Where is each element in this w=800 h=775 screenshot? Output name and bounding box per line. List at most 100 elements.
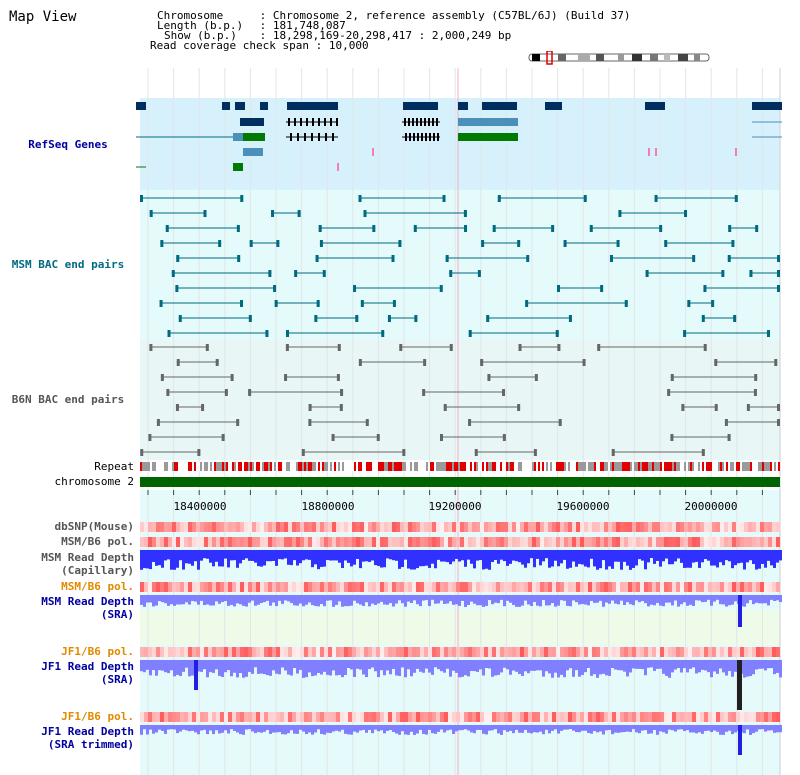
repeat-segment [678, 462, 680, 471]
track-label-jf1-b6-pol-2[interactable]: JF1/B6 pol. [61, 710, 134, 723]
depth-bar-jf1-trimmed [731, 725, 734, 735]
depth-bar-capillary [371, 550, 374, 561]
pol-heat-cell [612, 537, 616, 547]
depth-bar-jf1-sra [185, 660, 188, 668]
repeat-segment [600, 462, 602, 471]
pol-heat-cell [244, 537, 248, 547]
repeat-segment [590, 462, 592, 471]
pol-heat-cell [772, 582, 776, 592]
pol-heat-cell [228, 712, 232, 722]
pol-heat-cell [392, 522, 396, 532]
depth-bar-jf1-trimmed [536, 725, 539, 733]
pol-heat-cell [500, 537, 504, 547]
depth-bar-jf1-trimmed [404, 725, 407, 735]
b6n-bac-pair-end [340, 389, 344, 396]
pol-heat-cell [760, 712, 764, 722]
depth-bar-capillary [527, 550, 530, 564]
depth-bar-jf1-sra [434, 660, 437, 668]
pol-heat-cell [356, 582, 360, 592]
pol-heat-cell [752, 712, 756, 722]
pol-heat-cell [716, 647, 720, 657]
pol-heat-cell [288, 522, 292, 532]
track-label-jf1-b6-pol-1[interactable]: JF1/B6 pol. [61, 645, 134, 658]
track-label-dbsnp[interactable]: dbSNP(Mouse) [54, 520, 134, 533]
depth-bar-jf1-trimmed [323, 725, 326, 735]
depth-bar-capillary [761, 550, 764, 564]
pol-heat-cell [388, 647, 392, 657]
track-label-msm-bac-end-pairs[interactable]: MSM BAC end pairs [11, 258, 125, 271]
depth-bar-capillary [311, 550, 314, 568]
depth-bar-jf1-trimmed [188, 725, 191, 732]
pol-heat-cell [272, 522, 276, 532]
track-label-chromosome[interactable]: chromosome 2 [54, 475, 134, 488]
track-label-msm-depth-sra[interactable]: MSM Read Depth [41, 595, 134, 608]
msm-bac-track-bg [140, 190, 780, 340]
msm-bac-pair-end [297, 210, 301, 217]
pol-heat-cell [628, 582, 632, 592]
depth-bar-jf1-trimmed [353, 725, 356, 732]
depth-bar-jf1-trimmed [458, 725, 461, 731]
track-label-repeat[interactable]: Repeat [94, 460, 134, 473]
pol-heat-cell [548, 647, 552, 657]
pol-heat-cell [500, 522, 504, 532]
pol-heat-cell [656, 712, 660, 722]
pol-heat-cell [488, 522, 492, 532]
repeat-segment [196, 462, 198, 471]
depth-bar-msm-sra [200, 595, 203, 601]
depth-bar-msm-sra [569, 595, 572, 607]
pol-heat-cell [232, 522, 236, 532]
track-label-b6n-bac-end-pairs[interactable]: B6N BAC end pairs [11, 393, 125, 406]
track-label-refseq-genes[interactable]: RefSeq Genes [28, 138, 108, 151]
msm-bac-pair-end [517, 240, 521, 247]
msm-bac-pair-end [159, 300, 163, 307]
repeat-segment [512, 462, 514, 471]
track-label-msm-b6-pol-1[interactable]: MSM/B6 pol. [61, 535, 134, 548]
depth-bar-capillary [167, 550, 170, 560]
pol-heat-cell [572, 712, 576, 722]
repeat-segment [528, 462, 530, 471]
depth-bar-jf1-trimmed [503, 725, 506, 731]
repeat-segment [752, 462, 754, 471]
track-label-jf1-depth-sra[interactable]: JF1 Read Depth [41, 660, 134, 673]
repeat-segment [306, 462, 308, 471]
depth-bar-jf1-trimmed [233, 725, 236, 731]
pol-heat-cell [256, 522, 260, 532]
b6n-bac-pair-end [753, 389, 757, 396]
depth-spike [194, 660, 198, 690]
pol-heat-cell [524, 522, 528, 532]
depth-bar-capillary [620, 550, 623, 570]
depth-bar-capillary [728, 550, 731, 562]
repeat-segment [212, 462, 214, 471]
track-label-msm-b6-pol-2[interactable]: MSM/B6 pol. [61, 580, 134, 593]
b6n-bac-pair-end [557, 344, 561, 351]
repeat-segment [304, 462, 306, 471]
track-label-msm-depth-capillary[interactable]: MSM Read Depth [41, 551, 134, 564]
msm-bac-pair-end [734, 195, 738, 202]
depth-bar-capillary [266, 550, 269, 562]
track-label-jf1-depth-trimmed[interactable]: JF1 Read Depth [41, 725, 134, 738]
depth-bar-capillary [692, 550, 695, 563]
pol-heat-cell [508, 582, 512, 592]
pol-heat-cell [656, 537, 660, 547]
repeat-segment [462, 462, 464, 471]
msm-bac-pair-end [684, 210, 688, 217]
pol-heat-cell [512, 537, 516, 547]
depth-bar-jf1-sra [497, 660, 500, 675]
depth-bar-jf1-sra [386, 660, 389, 671]
pol-heat-cell [540, 582, 544, 592]
repeat-segment [156, 462, 158, 471]
depth-bar-capillary [407, 550, 410, 569]
chromosome-ideogram[interactable] [528, 51, 713, 65]
pol-heat-cell [356, 712, 360, 722]
depth-bar-msm-sra [563, 595, 566, 601]
pol-heat-cell [772, 522, 776, 532]
pol-heat-cell [504, 537, 508, 547]
pol-heat-cell [740, 712, 744, 722]
pol-heat-cell [440, 712, 444, 722]
depth-bar-jf1-trimmed [218, 725, 221, 734]
b6n-bac-pair-end [534, 374, 538, 381]
pol-heat-cell [488, 537, 492, 547]
repeat-segment [176, 462, 178, 471]
repeat-segment [446, 462, 448, 471]
